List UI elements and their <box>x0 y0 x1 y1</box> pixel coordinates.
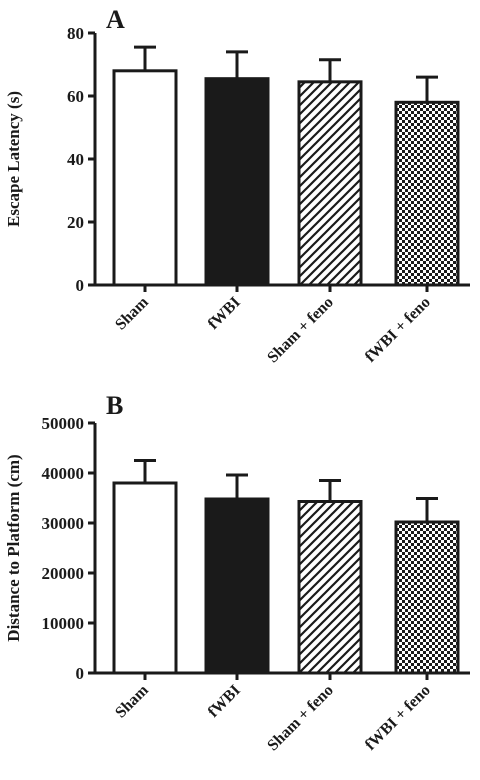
panel-b-letter: B <box>106 391 123 420</box>
x-tick-label-a-0: Sham <box>112 293 152 333</box>
y-tick-label-a-4: 80 <box>67 24 84 43</box>
y-tick-label-a-1: 20 <box>67 213 84 232</box>
bar-b-fwbi-feno <box>394 520 460 675</box>
bar-a-fwbi <box>204 77 270 287</box>
panel-b: B Distance to Platform (cm) 0 10000 20000 3… <box>4 391 470 754</box>
x-tick-label-a-2: Sham + feno <box>264 294 337 367</box>
y-tick-label-b-0: 0 <box>76 664 85 683</box>
x-tick-label-a-3: fWBI + feno <box>362 294 434 366</box>
y-tick-label-b-4: 40000 <box>42 464 85 483</box>
bar-b-sham-feno <box>297 500 363 675</box>
bar-a-fwbi-feno <box>394 100 460 287</box>
x-tick-label-b-3: fWBI + feno <box>362 682 434 754</box>
y-tick-label-b-3: 30000 <box>42 514 85 533</box>
y-tick-label-a-2: 40 <box>67 150 84 169</box>
y-tick-label-a-0: 0 <box>76 276 85 295</box>
x-tick-label-a-1: fWBI <box>205 294 244 333</box>
x-tick-label-b-0: Sham <box>112 681 152 721</box>
x-tick-label-b-2: Sham + feno <box>264 682 337 755</box>
bar-b-sham <box>112 481 178 675</box>
x-tick-label-b-1: fWBI <box>205 682 244 721</box>
y-tick-label-a-3: 60 <box>67 87 84 106</box>
y-tick-label-b-5: 50000 <box>42 414 85 433</box>
panel-a-letter: A <box>106 5 125 34</box>
bar-a-sham-feno <box>297 80 363 287</box>
bar-a-sham <box>112 69 178 287</box>
panel-a-y-axis-label: Escape Latency (s) <box>4 91 23 227</box>
bar-b-fwbi <box>204 497 270 675</box>
y-tick-label-b-2: 20000 <box>42 564 85 583</box>
y-tick-label-b-1: 10000 <box>42 614 85 633</box>
panel-b-y-axis-label: Distance to Platform (cm) <box>4 454 23 641</box>
panel-a: A Escape Latency (s) 0 20 40 60 80 Sham fWBI Sh… <box>4 5 470 366</box>
